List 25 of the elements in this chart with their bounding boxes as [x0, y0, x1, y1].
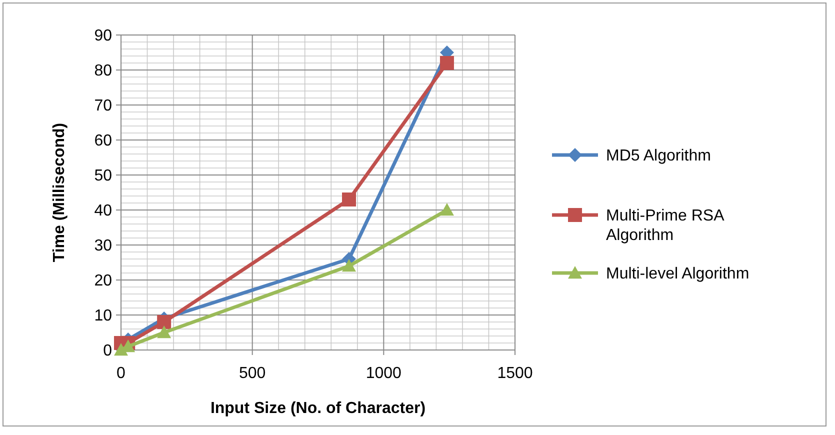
x-tick-label: 500 [238, 365, 266, 382]
y-tick-label: 90 [94, 28, 112, 45]
point [440, 203, 454, 216]
x-tick-label: 1500 [497, 365, 533, 382]
point [157, 326, 172, 338]
y-axis-title: Time (Millisecond) [51, 122, 68, 262]
y-tick-label: 50 [94, 168, 112, 185]
y-tick-label: 0 [103, 342, 112, 360]
y-tick-label: 30 [94, 238, 112, 255]
legend-label: Multi-Prime RSA Algorithm [606, 208, 725, 244]
y-tick-label: 80 [94, 62, 112, 80]
x-tick-label: 0 [116, 365, 126, 382]
point [157, 315, 172, 329]
x-tick-label: 1000 [366, 365, 402, 382]
y-tick-label: 70 [94, 98, 112, 115]
x-axis-title: Input Size (No. of Character) [210, 400, 426, 417]
point [342, 192, 356, 206]
y-tick-label: 60 [94, 132, 112, 150]
y-tick-label: 10 [94, 308, 112, 325]
legend-label: Multi-level Algorithm [606, 266, 750, 283]
y-tick-label: 20 [94, 272, 112, 290]
point [342, 259, 356, 272]
y-tick-label: 40 [94, 202, 112, 220]
point [440, 56, 454, 70]
legend-label: MD5 Algorithm [606, 148, 711, 165]
